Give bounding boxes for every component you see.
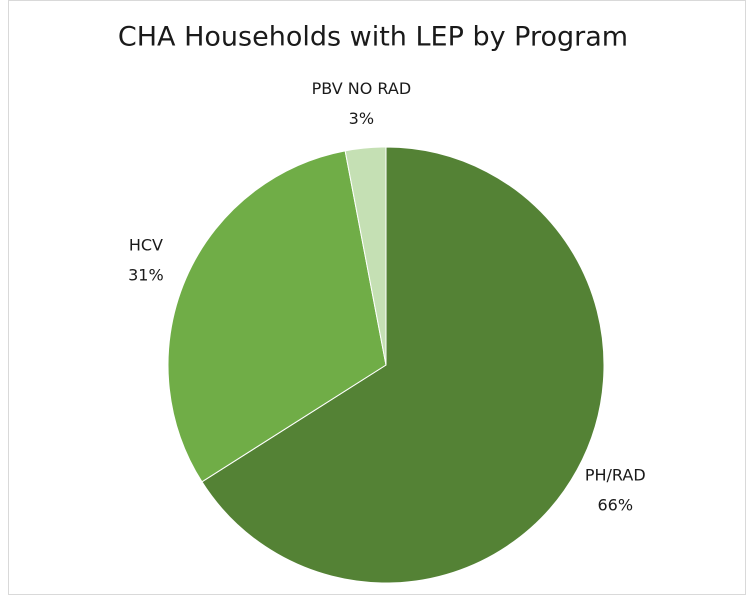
slice-label: HCV [129,236,163,255]
slice-label: PH/RAD [585,466,646,485]
slice-value-label: 3% [349,109,374,128]
slice-label: PBV NO RAD [312,79,412,98]
pie-slice [344,146,387,366]
pie-slice [201,146,605,584]
slice-value-label: 31% [128,266,164,285]
pie-slice [167,150,387,483]
slice-value-label: 66% [597,496,633,515]
chart-title: CHA Households with LEP by Program [118,22,628,53]
